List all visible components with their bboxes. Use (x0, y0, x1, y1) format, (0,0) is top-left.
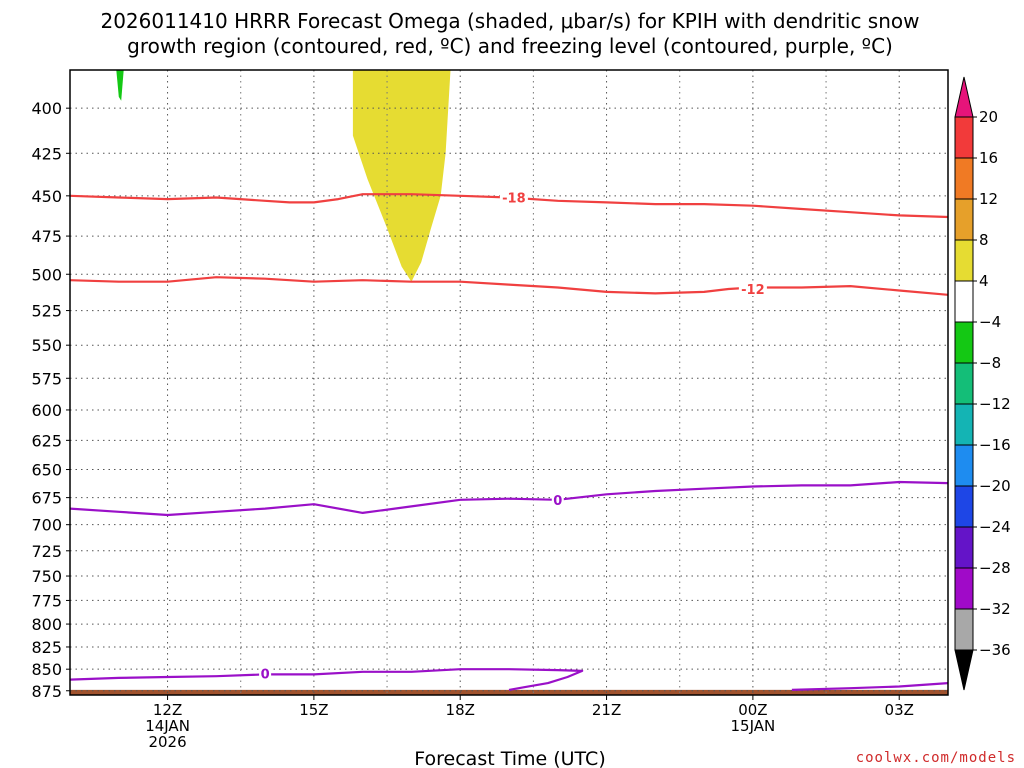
contour-lines: -18 -12 0 0 (70, 190, 948, 691)
x-tick-label: 14JAN (145, 717, 190, 735)
y-tick-label: 400 (31, 99, 62, 118)
contour-label-bg (551, 492, 564, 507)
plot-frame (69, 69, 949, 696)
chart-title-line-1: 2026011410 HRRR Forecast Omega (shaded, … (100, 9, 919, 33)
colorbar-segment (954, 280, 974, 323)
colorbar-label: −16 (979, 436, 1011, 454)
x-tick-label: 21Z (592, 701, 621, 719)
colorbar-label: 20 (979, 108, 998, 126)
colorbar-segment (954, 485, 974, 528)
colorbar-bottom-arrow (954, 649, 974, 691)
y-tick-label: 425 (31, 144, 62, 163)
chart-title-line-2: growth region (contoured, red, ºC) and f… (127, 34, 893, 58)
colorbar-segment (954, 321, 974, 364)
y-tick-label: 825 (31, 638, 62, 657)
y-tick-label: 700 (31, 516, 62, 535)
y-tick-label: 750 (31, 567, 62, 586)
colorbar-label: 8 (979, 231, 989, 249)
colorbar-segment (954, 608, 974, 651)
colorbar-label: 12 (979, 190, 998, 208)
x-tick-label: 2026 (148, 733, 186, 751)
y-tick-label: 500 (31, 265, 62, 284)
colorbar-label: −24 (979, 518, 1011, 536)
x-tick-label: 00Z (738, 701, 767, 719)
y-tick-label: 800 (31, 615, 62, 634)
colorbar-label: −28 (979, 559, 1011, 577)
colorbar-segment (954, 198, 974, 241)
colorbar-segment (954, 444, 974, 487)
y-tick-label: 450 (31, 187, 62, 206)
colorbar-label: 16 (979, 149, 998, 167)
contour-line-2 (70, 480, 948, 517)
y-tick-label: 475 (31, 227, 62, 246)
site-credit: coolwx.com/models (856, 750, 1016, 766)
y-tick-label: 875 (31, 682, 62, 701)
contour-label: -18 (502, 191, 526, 206)
colorbar-segment (954, 157, 974, 200)
colorbar-segment (954, 403, 974, 446)
colorbar-segment (954, 526, 974, 569)
y-tick-label: 775 (31, 591, 62, 610)
colorbar-label: −32 (979, 600, 1011, 618)
x-tick-label: 03Z (885, 701, 914, 719)
colorbar: 20 16 12 8 4 −4 −8 −12 −16 −20 −24 −28 −32 −36 (954, 76, 1011, 691)
x-tick-label: 18Z (446, 701, 475, 719)
y-axis-ticks: 400 425 450 475 500 525 550 575 600 625 650 675 700 7… (31, 99, 70, 701)
colorbar-top-arrow (954, 76, 974, 118)
y-tick-label: 550 (31, 336, 62, 355)
y-tick-label: 850 (31, 660, 62, 679)
x-tick-label: 12Z (153, 701, 182, 719)
contour-label: -12 (741, 283, 765, 298)
colorbar-label: −12 (979, 395, 1011, 413)
colorbar-label: −8 (979, 354, 1001, 372)
contour-line-4 (791, 682, 948, 691)
y-tick-label: 575 (31, 369, 62, 388)
terrain-fill (70, 689, 948, 695)
x-tick-label: 15JAN (731, 717, 776, 735)
colorbar-label: −20 (979, 477, 1011, 495)
contour-line-1 (70, 276, 948, 296)
contour-line-0 (70, 193, 948, 219)
plot-area: -18 -12 0 0 (69, 69, 949, 696)
contour-label-bg (738, 281, 767, 296)
y-tick-label: 725 (31, 542, 62, 561)
contour-label: 0 (553, 494, 562, 509)
y-tick-label: 525 (31, 302, 62, 321)
colorbar-segment (954, 239, 974, 282)
y-tick-label: 675 (31, 489, 62, 508)
colorbar-label: 4 (979, 272, 989, 290)
colorbar-label: −36 (979, 641, 1011, 659)
colorbar-label: −4 (979, 313, 1001, 331)
y-tick-label: 600 (31, 401, 62, 420)
terrain-layer (70, 689, 948, 695)
omega-shaded-region-1 (116, 70, 124, 101)
plot-background (70, 70, 948, 695)
omega-shading (116, 70, 451, 282)
contour-label-bg (499, 190, 528, 205)
y-tick-label: 650 (31, 461, 62, 480)
colorbar-segment (954, 362, 974, 405)
gridlines (70, 70, 948, 695)
omega-shaded-region-0 (352, 70, 451, 282)
contour-label: 0 (261, 668, 270, 683)
y-tick-label: 625 (31, 431, 62, 450)
x-axis-label: Forecast Time (UTC) (414, 748, 605, 768)
contour-line-3 (70, 668, 584, 691)
colorbar-segment (954, 567, 974, 610)
colorbar-segment (954, 116, 974, 159)
x-tick-label: 15Z (299, 701, 328, 719)
contour-label-bg (259, 666, 272, 681)
